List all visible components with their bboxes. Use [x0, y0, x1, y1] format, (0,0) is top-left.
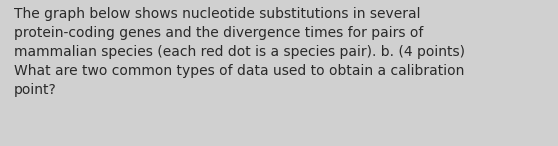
Text: The graph below shows nucleotide substitutions in several
protein-coding genes a: The graph below shows nucleotide substit…	[14, 7, 465, 97]
